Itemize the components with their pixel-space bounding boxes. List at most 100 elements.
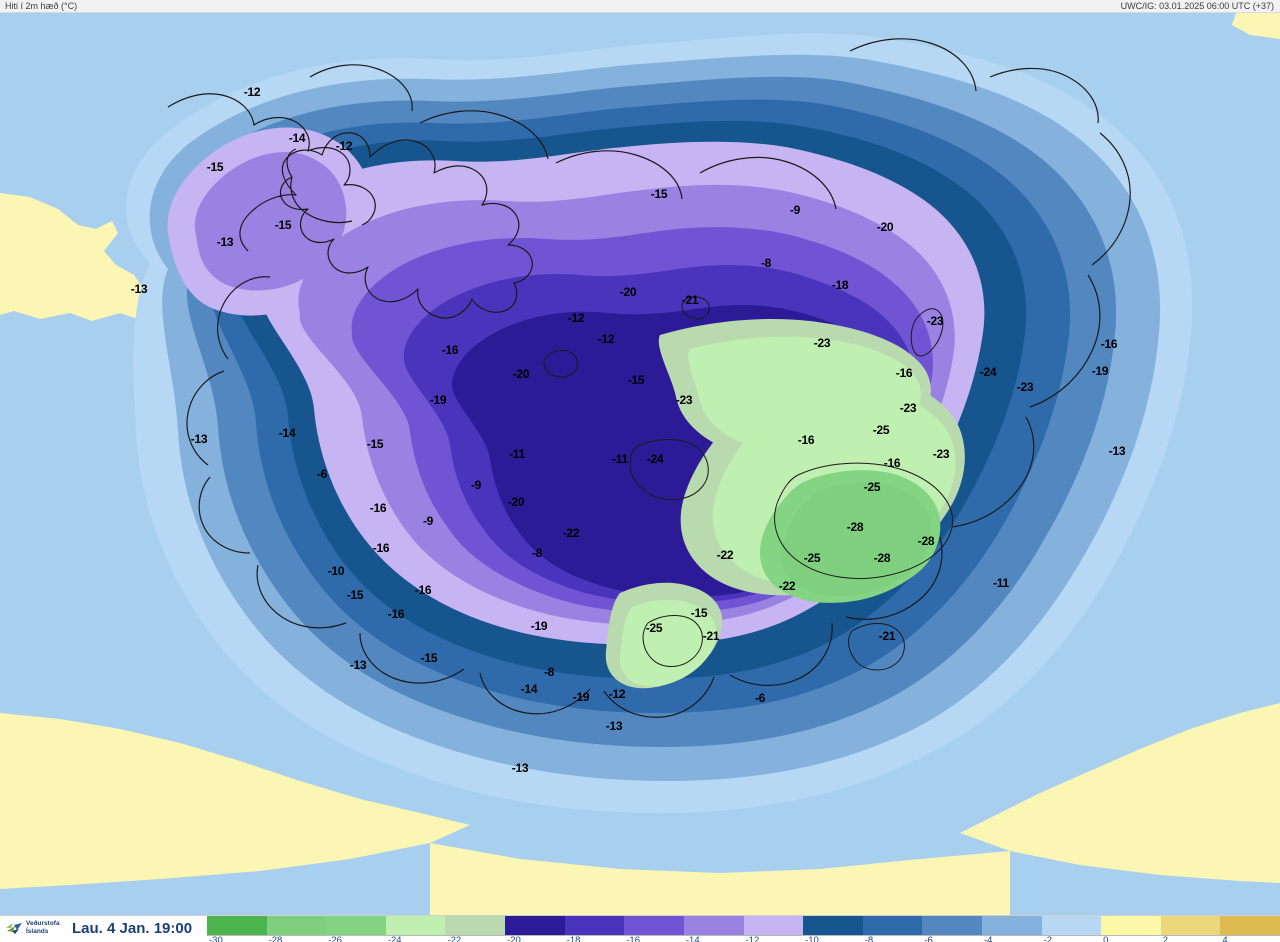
temp-band-m28-m26: [781, 482, 932, 596]
contour-label: -6: [754, 691, 766, 705]
colorbar-tick-4: 4: [1222, 935, 1228, 942]
contour-label: -9: [422, 514, 434, 528]
contour-label: -21: [878, 629, 896, 643]
contour-label: -14: [278, 426, 296, 440]
contour-label: -16: [1100, 337, 1118, 351]
colorbar-tick--2: -2: [1043, 935, 1052, 942]
colorbar-tick--8: -8: [864, 935, 874, 942]
contour-label: -16: [895, 366, 913, 380]
valid-time-label: Lau. 4 Jan. 19:00: [72, 920, 193, 937]
contour-label: -13: [605, 719, 623, 733]
colorbar-tick--20: -20: [507, 935, 521, 942]
contour-label: -11: [993, 576, 1009, 590]
contour-label: -16: [441, 343, 459, 357]
colorbar-tick--28: -28: [268, 935, 283, 942]
colorbar-tick--30: -30: [209, 935, 223, 942]
temp-band-westfjords-m14: [194, 152, 347, 291]
contour-label: -25: [803, 551, 821, 565]
contour-label: -28: [846, 520, 864, 534]
contour-label: -15: [366, 437, 384, 451]
contour-label: -11: [612, 452, 628, 466]
contour-label: -13: [349, 658, 367, 672]
colorbar-band--8-to--6: [862, 916, 923, 935]
contour-label: -24: [979, 365, 997, 379]
vedurstofa-islands-logo[interactable]: Veðurstofa Íslands: [4, 918, 68, 940]
colorbar-band--18-to--16: [564, 916, 625, 935]
contour-label: -28: [917, 534, 935, 548]
contour-label: -12: [335, 139, 353, 153]
colorbar-band--20-to--18: [505, 916, 566, 935]
contour-label: -8: [531, 546, 543, 560]
colorbar-band--14-to--12: [683, 916, 745, 935]
contour-label: -16: [414, 583, 432, 597]
contour-label: -15: [206, 160, 224, 174]
contour-label: -22: [562, 526, 580, 540]
colorbar-tick--18: -18: [566, 935, 581, 942]
temp-band-m24-m22-s: [619, 599, 717, 687]
contour-label: -8: [760, 256, 772, 270]
colorbar-tick--6: -6: [924, 935, 933, 942]
contour-label: -16: [387, 607, 405, 621]
contour-label: -13: [130, 282, 148, 296]
contour-label: -8: [543, 665, 555, 679]
contour-label: -14: [520, 682, 538, 696]
contour-label: -16: [372, 541, 390, 555]
colorbar-band-2-to-4: [1160, 916, 1221, 935]
contour-label: -12: [243, 85, 261, 99]
colorbar-band--10-to--8: [803, 916, 864, 935]
colorbar-tick--16: -16: [626, 935, 640, 942]
contour-label: -23: [1016, 380, 1034, 394]
contour-label: -12: [608, 687, 626, 701]
contour-label: -16: [883, 456, 901, 470]
colorbar-tick--12: -12: [745, 935, 760, 942]
land-northeast-corner: [1232, 13, 1280, 39]
colorbar-band--6-to--4: [922, 916, 983, 935]
contour-label: -14: [288, 131, 306, 145]
contour-label: -19: [429, 393, 447, 407]
contour-label: -16: [797, 433, 815, 447]
lake-outlines: [543, 296, 954, 671]
colorbar-tick-0: 0: [1103, 935, 1109, 942]
page-title: Hiti í 2m hæð (°C): [5, 1, 78, 11]
contour-label: -10: [327, 564, 345, 578]
colorbar-band--16-to--14: [624, 916, 685, 935]
colorbar-band--30-to--28: [207, 916, 268, 935]
temperature-colorbar[interactable]: [207, 916, 1280, 935]
colorbar-band--4-to--2: [981, 916, 1043, 935]
contour-label: -15: [650, 187, 668, 201]
colorbar-tick--4: -4: [983, 935, 993, 942]
contour-label-layer: -12 -14 -12 -15 -15 -13 -13 -15 -9 -20 -8 -18 -20 -21…: [0, 13, 1280, 915]
logo-mark-icon: [6, 923, 22, 934]
contour-label: -13: [190, 432, 208, 446]
contour-label: -15: [627, 373, 645, 387]
contour-label: -23: [675, 393, 693, 407]
contour-label: -12: [567, 311, 585, 325]
contour-label: -15: [690, 606, 708, 620]
contour-label: -16: [369, 501, 387, 515]
colorbar-baseline: [207, 935, 1280, 936]
temperature-map[interactable]: -12 -14 -12 -15 -15 -13 -13 -15 -9 -20 -8 -18 -20 -21…: [0, 13, 1280, 915]
contour-label: -15: [420, 651, 438, 665]
contour-label: -25: [863, 480, 881, 494]
contour-label: -20: [507, 495, 525, 509]
colorbar-band-4-to-6: [1220, 916, 1280, 935]
map-header-bar: Hiti í 2m hæð (°C) UWC/IG: 03.01.2025 06…: [0, 0, 1280, 13]
contour-label: -6: [316, 467, 328, 481]
colorbar-band-0-to-2: [1101, 916, 1162, 935]
colorbar-tick--22: -22: [447, 935, 462, 942]
contour-label: -19: [572, 690, 590, 704]
map-canvas: [0, 13, 1280, 915]
contour-label: -19: [1091, 364, 1109, 378]
contour-label: -15: [346, 588, 364, 602]
colorbar-tick-2: 2: [1162, 935, 1169, 942]
colorbar-band--12-to--10: [743, 916, 804, 935]
colorbar-band--2-to-0: [1041, 916, 1102, 935]
temp-band-m24-m22-ne: [688, 336, 921, 453]
contour-label: -22: [716, 548, 734, 562]
contour-label: -9: [789, 203, 801, 217]
colorbar-band--22-to--20: [445, 916, 506, 935]
contour-label: -9: [470, 478, 482, 492]
contour-label: -24: [646, 452, 664, 466]
colorbar-band--28-to--26: [266, 916, 327, 935]
